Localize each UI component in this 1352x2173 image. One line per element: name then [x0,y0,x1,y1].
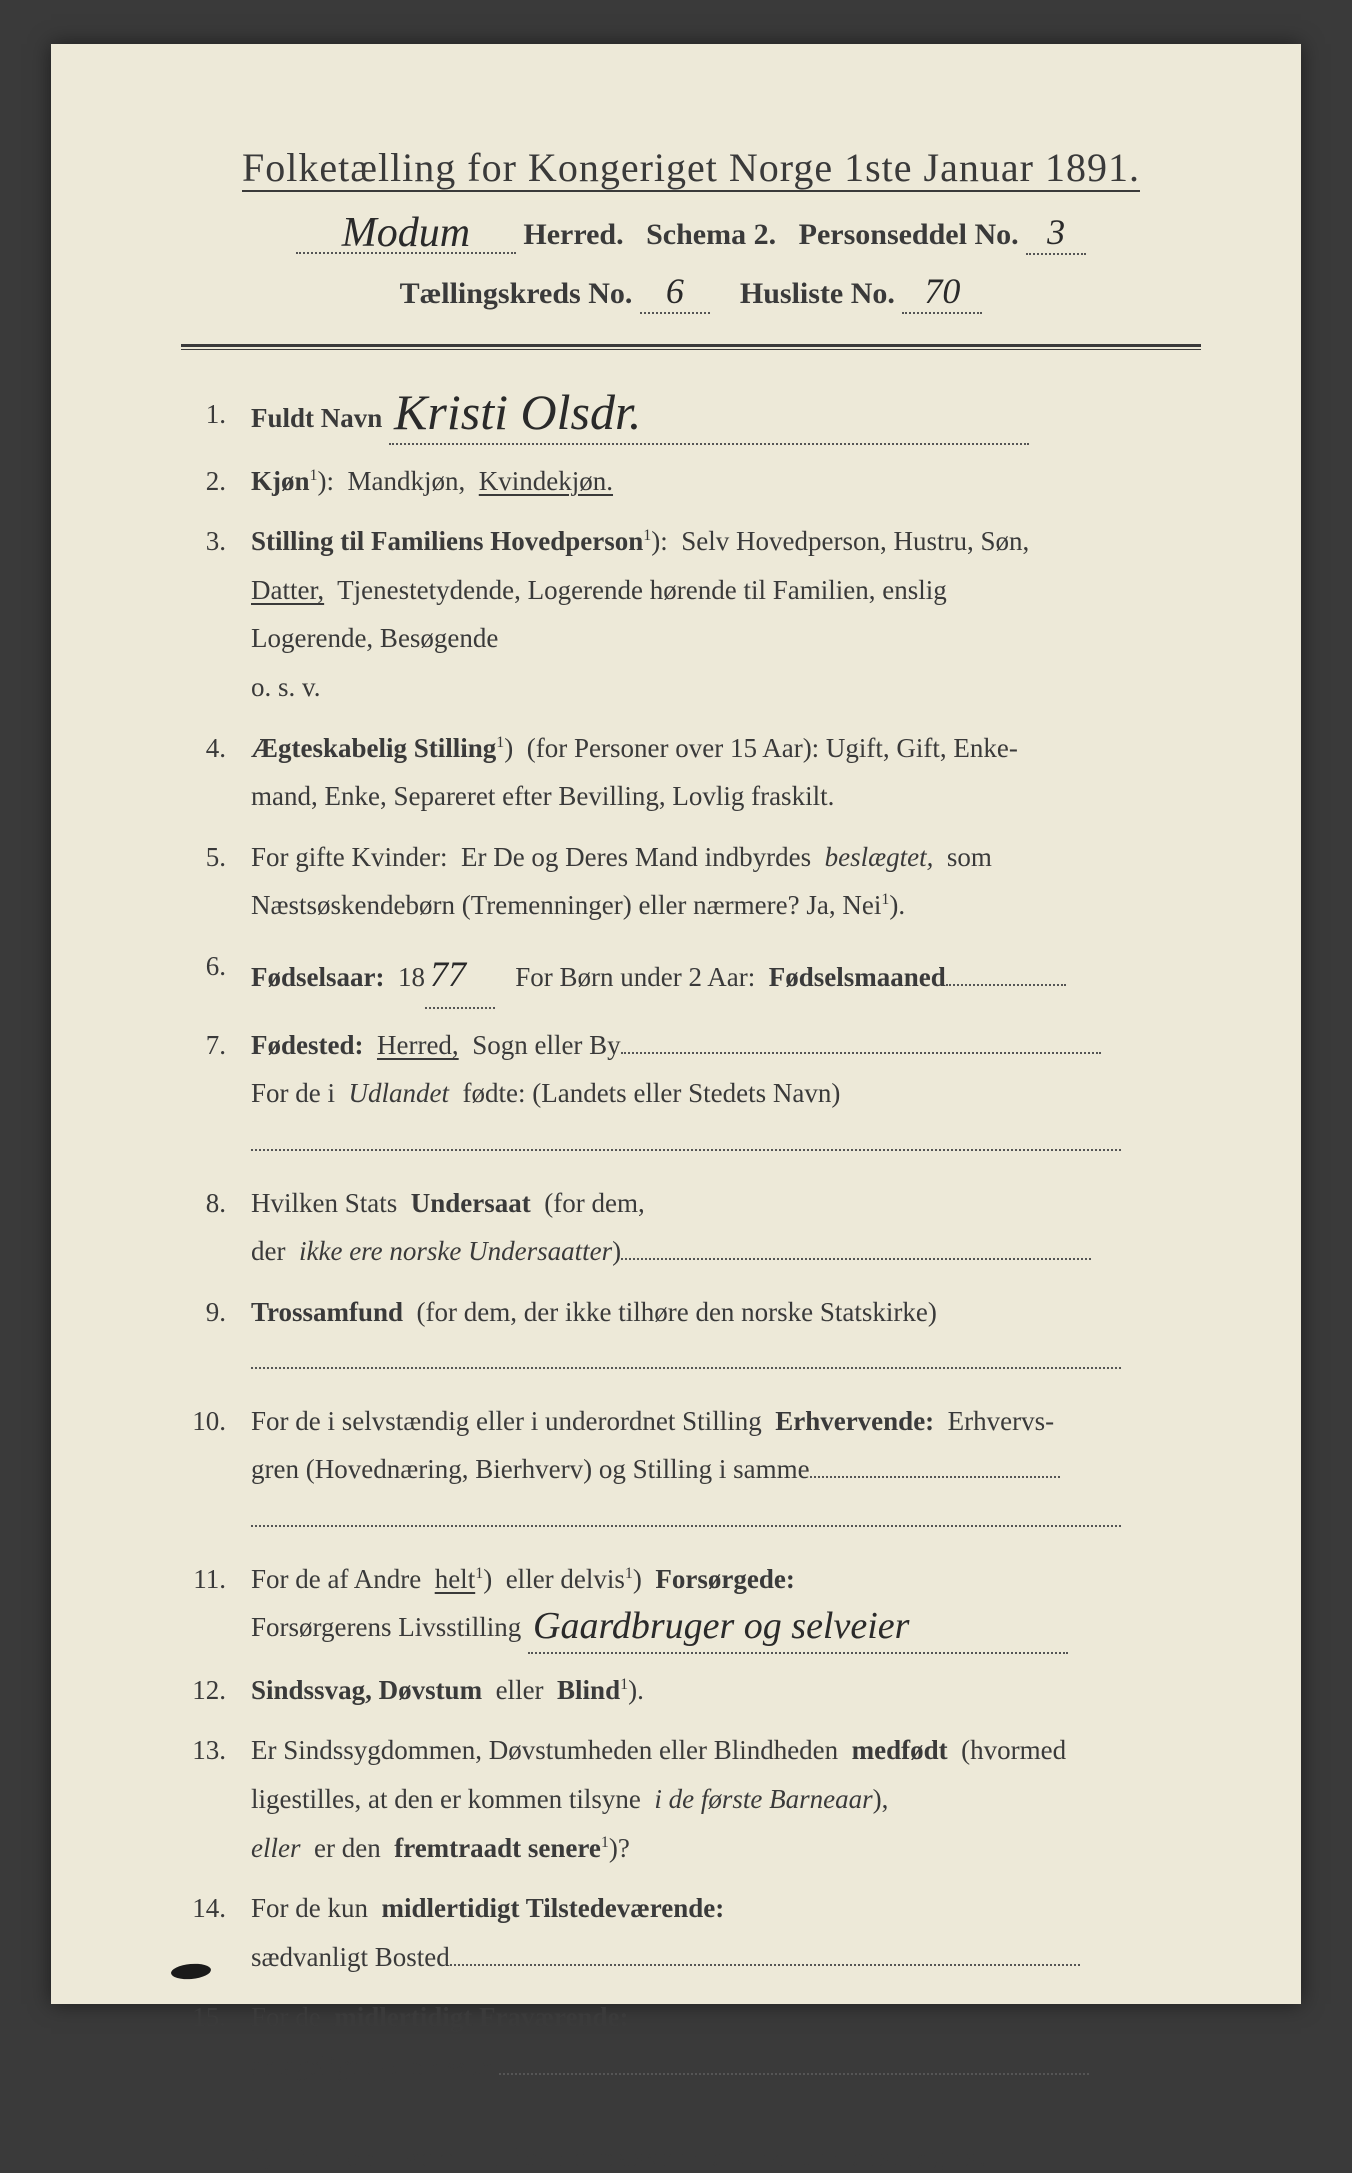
footnote: ¹) De for hvert Tilfælde passende Ord un… [181,2143,1201,2173]
item-11: 11. For de af Andre helt1) eller delvis1… [181,1555,1201,1654]
item-9: 9. Trossamfund (for dem, der ikke tilhør… [181,1288,1201,1385]
item-12: 12. Sindssvag, Døvstum eller Blind1). [181,1666,1201,1715]
item-8: 8. Hvilken Stats Undersaat (for dem, der… [181,1179,1201,1276]
item-7: 7. Fødested: Herred, Sogn eller By For d… [181,1021,1201,1167]
item-14: 14. For de kun midlertidigt Tilstedevære… [181,1884,1201,1981]
header-line-3: Tællingskreds No. 6 Husliste No. 70 [181,270,1201,314]
husliste-no: 70 [924,271,960,311]
census-form-page: Folketælling for Kongeriget Norge 1ste J… [51,44,1301,2004]
item-2: 2. Kjøn1): Mandkjøn, Kvindekjøn. [181,457,1201,506]
kjon-selected: Kvindekjøn. [479,466,613,496]
herred-value: Modum [342,217,470,251]
item-3: 3. Stilling til Familiens Hovedperson1):… [181,517,1201,711]
item-5: 5. For gifte Kvinder: Er De og Deres Man… [181,833,1201,930]
forsorger-value: Gaardbruger og selveier [533,1611,909,1641]
item-1: 1. Fuldt Navn Kristi Olsdr. [181,390,1201,445]
name-value: Kristi Olsdr. [394,392,641,432]
form-title: Folketælling for Kongeriget Norge 1ste J… [181,144,1201,191]
divider [181,344,1201,350]
item-15: 15. For de midlertidigt Fraværende: anta… [181,1993,1201,2090]
item-10: 10. For de i selvstændig eller i underor… [181,1397,1201,1543]
footnote-divider [251,2121,311,2123]
header-line-2: Modum Herred. Schema 2. Personseddel No.… [181,211,1201,255]
item-4: 4. Ægteskabelig Stilling1) (for Personer… [181,724,1201,821]
item-6: 6. Fødselsaar: 1877 For Børn under 2 Aar… [181,942,1201,1009]
birthyear-value: 77 [430,954,466,994]
stilling-selected: Datter, [251,575,324,605]
fodested-selected: Herred, [377,1030,459,1060]
kreds-no: 6 [666,271,684,311]
item-13: 13. Er Sindssygdommen, Døvstumheden elle… [181,1726,1201,1872]
personseddel-no: 3 [1047,212,1065,252]
